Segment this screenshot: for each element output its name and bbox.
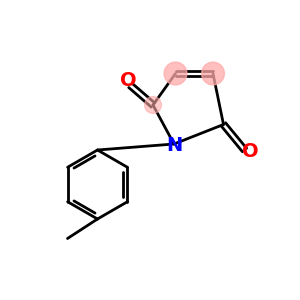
Text: O: O bbox=[120, 70, 136, 90]
Circle shape bbox=[164, 62, 187, 85]
Circle shape bbox=[145, 97, 161, 113]
Text: O: O bbox=[242, 142, 258, 161]
Text: N: N bbox=[166, 136, 182, 155]
Circle shape bbox=[202, 62, 224, 85]
